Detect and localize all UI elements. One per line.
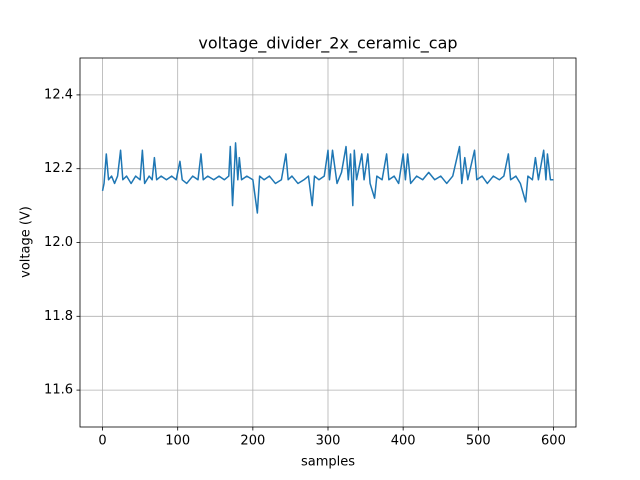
x-tick-label: 0 [98, 434, 106, 449]
y-tick-label: 12.2 [44, 161, 73, 176]
x-tick-label: 600 [541, 434, 566, 449]
x-tick-label: 300 [316, 434, 341, 449]
x-tick-label: 100 [165, 434, 190, 449]
y-tick-label: 11.6 [44, 383, 73, 398]
y-tick-label: 12.4 [44, 87, 73, 102]
x-tick-label: 200 [240, 434, 265, 449]
x-tick-label: 400 [391, 434, 416, 449]
y-tick-label: 11.8 [44, 309, 73, 324]
chart-title: voltage_divider_2x_ceramic_cap [198, 34, 457, 54]
y-axis-label: voltage (V) [19, 206, 34, 278]
x-axis-label: samples [301, 455, 355, 470]
data-line [101, 142, 554, 214]
plot-frame [79, 57, 577, 428]
x-tick-label: 500 [466, 434, 491, 449]
y-tick-label: 12.0 [44, 235, 73, 250]
